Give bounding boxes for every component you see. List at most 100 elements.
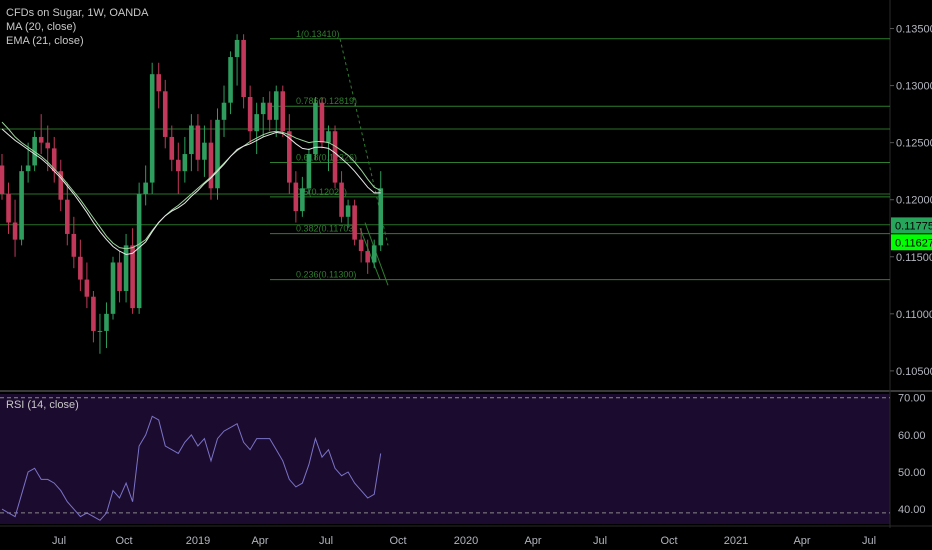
candle-down[interactable]	[247, 97, 253, 132]
candle-down[interactable]	[162, 91, 168, 137]
candle-down[interactable]	[319, 102, 325, 143]
candle-up[interactable]	[149, 74, 155, 183]
rsi-group	[0, 397, 890, 521]
candle-down[interactable]	[38, 136, 44, 143]
candle-down[interactable]	[339, 182, 344, 217]
candle-up[interactable]	[234, 39, 240, 58]
candle-up[interactable]	[313, 102, 318, 155]
candle-up[interactable]	[254, 114, 259, 132]
candle-down[interactable]	[78, 256, 83, 280]
candle-up[interactable]	[326, 131, 331, 143]
price-tick-label: 0.13000	[896, 81, 932, 93]
time-tick-label: Apr	[251, 535, 268, 547]
candle-down[interactable]	[208, 142, 214, 189]
price-tick-label: 0.12000	[896, 195, 932, 207]
candle-down[interactable]	[352, 205, 357, 240]
fib-label: 0.236(0.11300)	[296, 270, 356, 280]
candle-up[interactable]	[136, 194, 142, 309]
candle-down[interactable]	[156, 74, 162, 92]
candle-up[interactable]	[215, 119, 220, 189]
rsi-axis[interactable]: 70.00 60.00 50.00 40.00	[898, 393, 926, 516]
fib-retracement-group[interactable]: 1(0.13410) 0.786(0.12819) 0.618(0.12326) 0.…	[0, 29, 890, 286]
price-tick-label: 0.13500	[896, 24, 932, 36]
candle-down[interactable]	[176, 159, 181, 172]
candle-down[interactable]	[65, 199, 70, 234]
candle-up[interactable]	[104, 313, 109, 331]
candle-down[interactable]	[117, 262, 122, 291]
candle-down[interactable]	[91, 296, 96, 331]
candle-down[interactable]	[267, 102, 273, 120]
candle-down[interactable]	[280, 91, 286, 132]
candle-down[interactable]	[6, 194, 11, 223]
candle-up[interactable]	[273, 91, 279, 120]
candle-down[interactable]	[365, 251, 370, 263]
candle-up[interactable]	[143, 182, 148, 194]
candle-up[interactable]	[189, 125, 194, 155]
fib-label: 0.5(0.12025)	[296, 187, 347, 197]
price-label-badge[interactable]	[891, 217, 932, 234]
candle-up[interactable]	[202, 142, 207, 160]
candle-up[interactable]	[306, 154, 312, 189]
candle-up[interactable]	[371, 245, 377, 263]
time-tick-label: Oct	[660, 535, 677, 547]
candle-up[interactable]	[228, 57, 233, 103]
time-tick-label: Apr	[524, 535, 541, 547]
rsi-tick-label: 40.00	[898, 504, 926, 516]
candle-up[interactable]	[378, 188, 384, 246]
candle-down[interactable]	[287, 131, 292, 183]
price-tick-label: 0.12500	[896, 138, 932, 150]
candle-up[interactable]	[110, 262, 116, 314]
legend-ma[interactable]: MA (20, close)	[6, 21, 77, 33]
legend-title[interactable]: CFDs on Sugar, 1W, OANDA	[6, 7, 149, 19]
candle-down[interactable]	[84, 279, 90, 297]
time-tick-label: Jul	[319, 535, 333, 547]
time-tick-label: Jul	[52, 535, 66, 547]
time-tick-label: Jul	[593, 535, 607, 547]
time-tick-label: Apr	[793, 535, 810, 547]
price-label-text: 0.11775	[895, 220, 932, 232]
candle-down[interactable]	[332, 131, 338, 183]
rsi-line	[1, 415, 382, 521]
rsi-pane-bg	[0, 394, 890, 524]
fib-label: 1(0.13410)	[296, 29, 340, 39]
candle-down[interactable]	[195, 125, 201, 160]
time-tick-label: Oct	[389, 535, 406, 547]
candle-down[interactable]	[71, 233, 77, 257]
price-axis[interactable]: 0.13500 0.13000 0.12500 0.12000 0.11500 0.110…	[890, 24, 932, 378]
legend: CFDs on Sugar, 1W, OANDA MA (20, close) …	[6, 6, 148, 48]
candle-up[interactable]	[25, 165, 31, 172]
rsi-tick-label: 70.00	[898, 393, 926, 405]
rsi-legend[interactable]: RSI (14, close)	[6, 399, 79, 411]
candle-up[interactable]	[221, 102, 227, 120]
candle-up[interactable]	[32, 136, 37, 166]
trendline[interactable]	[359, 228, 381, 280]
price-label-badge[interactable]	[891, 234, 932, 251]
candle-down[interactable]	[241, 39, 246, 97]
candle-down[interactable]	[58, 171, 64, 200]
candle-down[interactable]	[0, 165, 5, 194]
candle-down[interactable]	[12, 222, 18, 240]
candle-down[interactable]	[45, 142, 51, 149]
time-tick-label: Jul	[862, 535, 876, 547]
candle-up[interactable]	[19, 171, 24, 240]
legend-ema[interactable]: EMA (21, close)	[6, 35, 84, 47]
candle-down[interactable]	[169, 136, 175, 160]
candle-up[interactable]	[97, 330, 103, 332]
time-tick-label: 2019	[186, 535, 210, 547]
candle-down[interactable]	[293, 182, 299, 212]
candle-up[interactable]	[123, 245, 129, 291]
candle-down[interactable]	[51, 148, 57, 172]
ema-21-line	[1, 128, 381, 256]
candle-up[interactable]	[300, 188, 305, 212]
candle-down[interactable]	[358, 239, 364, 252]
price-tick-label: 0.10500	[896, 366, 932, 378]
candle-up[interactable]	[260, 102, 266, 115]
time-tick-label: Oct	[115, 535, 132, 547]
candle-up[interactable]	[182, 154, 188, 172]
candle-up[interactable]	[345, 205, 351, 217]
time-tick-label: 2021	[724, 535, 748, 547]
candles-group[interactable]	[0, 34, 384, 354]
time-axis[interactable]: Jul Oct 2019 Apr Jul Oct 2020 Apr Jul Oct 2021 Apr J…	[52, 535, 876, 547]
candle-down[interactable]	[130, 245, 135, 309]
